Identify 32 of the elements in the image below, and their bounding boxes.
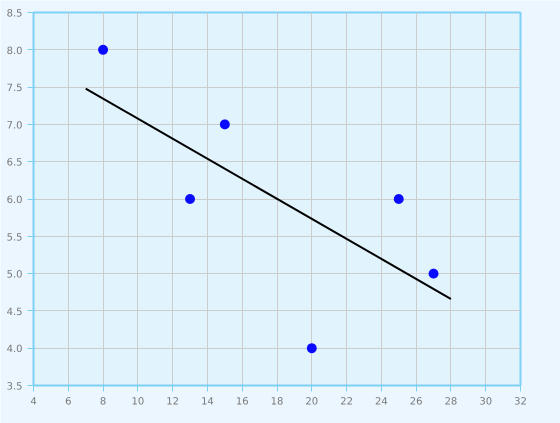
x-tick-label: 12 — [166, 396, 180, 408]
y-tick-label: 8.5 — [6, 8, 23, 20]
x-tick-label: 18 — [270, 396, 284, 408]
point — [306, 343, 317, 354]
x-tick-label: 20 — [305, 396, 318, 408]
point — [98, 44, 108, 55]
x-tick-label: 4 — [30, 396, 37, 408]
x-tick-label: 22 — [340, 396, 353, 408]
point — [220, 119, 230, 130]
x-tick-label: 32 — [514, 396, 527, 408]
x-tick-label: 26 — [410, 396, 423, 408]
y-tick-label: 7.0 — [6, 120, 23, 132]
x-tick-label: 28 — [444, 396, 458, 408]
y-tick-label: 5.5 — [6, 232, 23, 244]
x-tick-label: 16 — [236, 396, 249, 408]
y-tick-label: 7.5 — [6, 83, 23, 94]
x-tick-label: 14 — [201, 396, 214, 408]
point — [428, 268, 439, 279]
y-tick-label: 5.0 — [6, 270, 23, 281]
x-tick-label: 6 — [65, 396, 72, 408]
y-tick-label: 6.0 — [6, 195, 23, 206]
point — [394, 194, 404, 204]
point — [185, 194, 196, 204]
x-tick-label: 8 — [100, 396, 106, 408]
x-tick-label: 24 — [374, 396, 388, 408]
y-tick-label: 3.5 — [6, 382, 23, 392]
y-tick-label: 4.0 — [6, 344, 23, 356]
y-tick-label: 4.5 — [6, 306, 23, 318]
x-tick-label: 30 — [479, 396, 492, 408]
y-tick-label: 8.0 — [6, 46, 23, 57]
y-tick-label: 6.5 — [6, 158, 23, 169]
x-tick-label: 10 — [131, 396, 144, 408]
